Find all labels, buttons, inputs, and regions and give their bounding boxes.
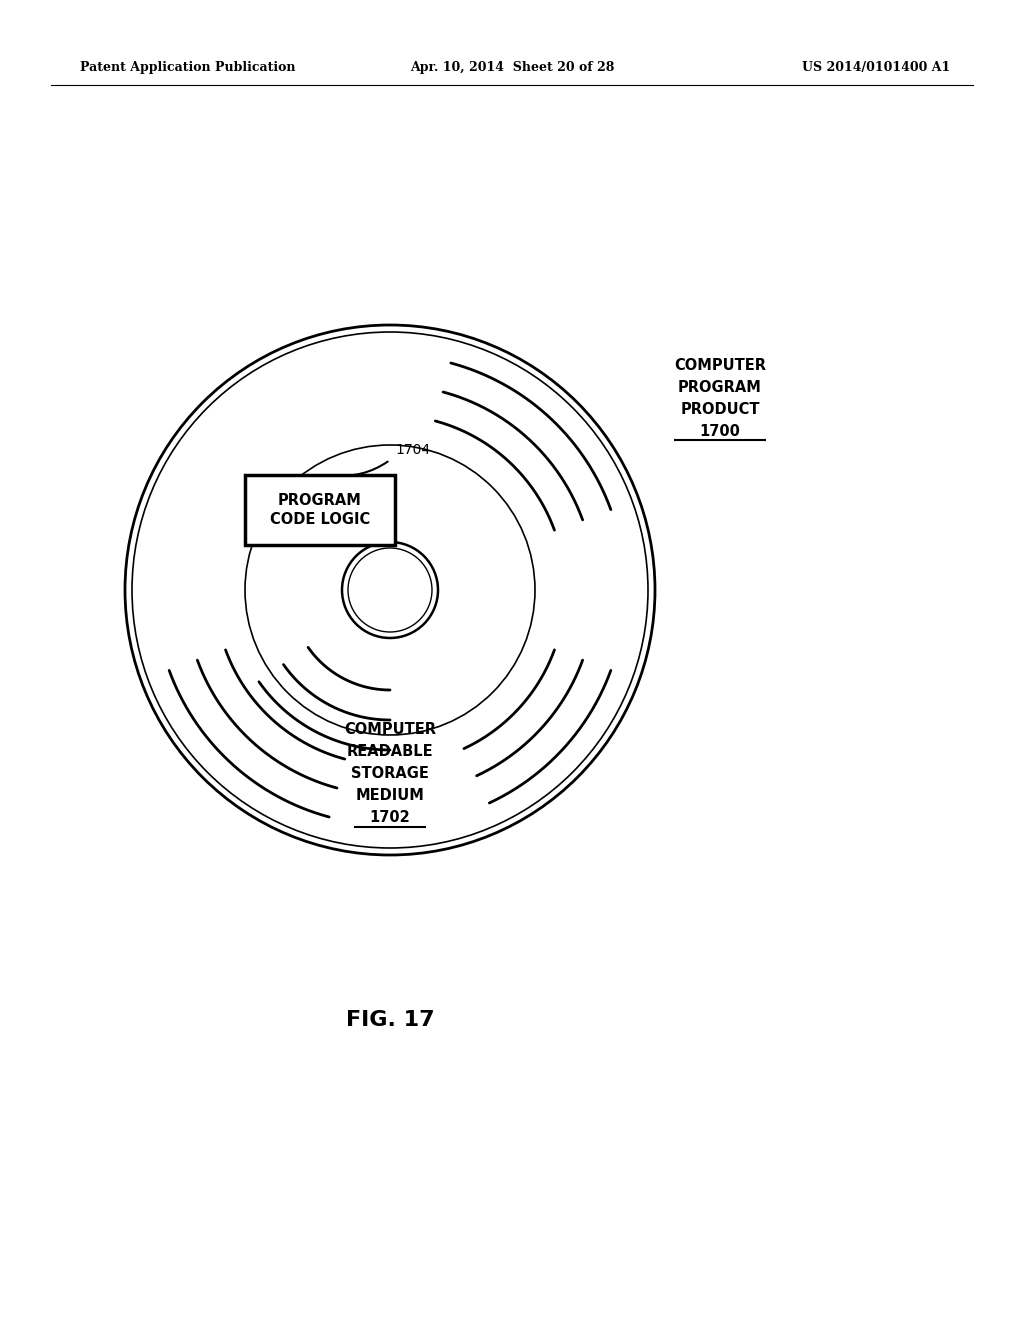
Text: STORAGE: STORAGE bbox=[351, 767, 429, 781]
Text: READABLE: READABLE bbox=[347, 744, 433, 759]
Text: Patent Application Publication: Patent Application Publication bbox=[80, 62, 296, 74]
Text: 1704: 1704 bbox=[395, 444, 430, 457]
Text: FIG. 17: FIG. 17 bbox=[346, 1010, 434, 1030]
Text: Apr. 10, 2014  Sheet 20 of 28: Apr. 10, 2014 Sheet 20 of 28 bbox=[410, 62, 614, 74]
Text: US 2014/0101400 A1: US 2014/0101400 A1 bbox=[802, 62, 950, 74]
Text: COMPUTER: COMPUTER bbox=[344, 722, 436, 738]
Text: PRODUCT: PRODUCT bbox=[680, 401, 760, 417]
FancyBboxPatch shape bbox=[245, 475, 395, 545]
Text: COMPUTER: COMPUTER bbox=[674, 358, 766, 372]
Text: 1700: 1700 bbox=[699, 424, 740, 438]
Text: MEDIUM: MEDIUM bbox=[355, 788, 424, 804]
Text: PROGRAM
CODE LOGIC: PROGRAM CODE LOGIC bbox=[270, 492, 370, 528]
Text: 1702: 1702 bbox=[370, 810, 411, 825]
Text: PROGRAM: PROGRAM bbox=[678, 380, 762, 395]
